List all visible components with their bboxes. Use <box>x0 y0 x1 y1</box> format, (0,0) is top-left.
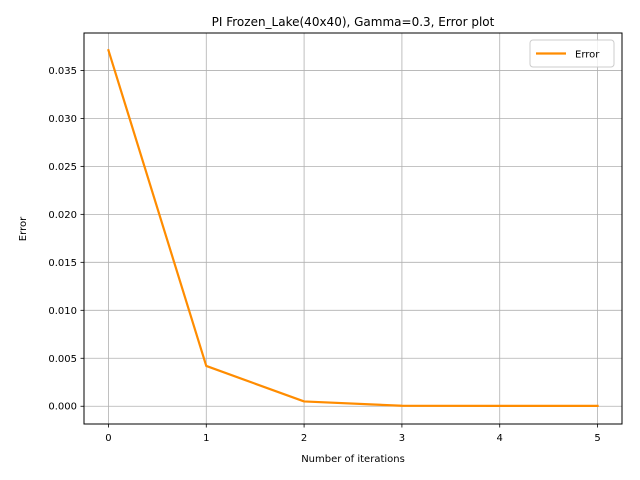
legend-label: Error <box>575 50 600 61</box>
y-tick-label: 0.025 <box>48 162 77 173</box>
y-tick-label: 0.005 <box>48 354 77 365</box>
series-layer <box>107 48 599 407</box>
y-axis: 0.000 0.005 0.010 0.015 0.020 0.025 0.030 0.035 <box>48 66 84 413</box>
plot-frame <box>83 32 623 425</box>
x-tick-label: 4 <box>497 433 503 444</box>
grid <box>84 33 622 424</box>
y-axis-label: Error <box>18 216 29 241</box>
x-tick-label: 3 <box>399 433 405 444</box>
y-tick-label: 0.000 <box>48 402 77 413</box>
x-tick-label: 2 <box>301 433 307 444</box>
legend: Error <box>529 39 615 68</box>
y-tick-label: 0.010 <box>48 306 77 317</box>
chart-title: PI Frozen_Lake(40x40), Gamma=0.3, Error … <box>212 15 495 29</box>
x-axis: 0 1 2 3 4 5 <box>105 424 601 444</box>
x-tick-label: 0 <box>105 433 111 444</box>
x-axis-label: Number of iterations <box>301 454 405 465</box>
y-tick-label: 0.015 <box>48 258 77 269</box>
y-tick-label: 0.030 <box>48 114 77 125</box>
y-tick-label: 0.035 <box>48 66 77 77</box>
legend-box <box>529 39 615 68</box>
x-tick-label: 1 <box>203 433 209 444</box>
series-line-error <box>107 48 599 407</box>
y-tick-label: 0.020 <box>48 210 77 221</box>
x-tick-label: 5 <box>594 433 600 444</box>
